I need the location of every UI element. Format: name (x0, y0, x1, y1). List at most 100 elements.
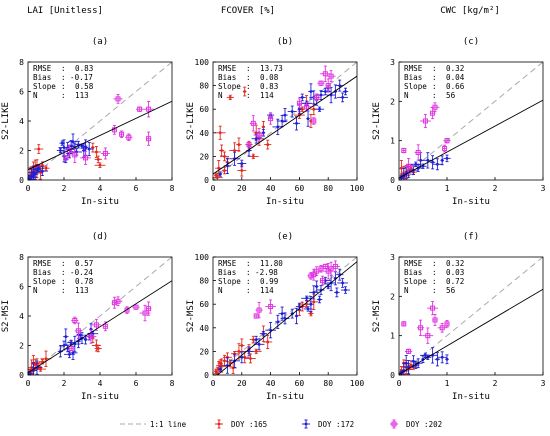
data-point (253, 313, 259, 319)
data-point (119, 130, 125, 139)
data-point (443, 154, 451, 163)
data-point (246, 141, 252, 148)
panel-grid: (a)0 2 4 6 802468In-situS2-LIKERMSE:0.83Bias… (1, 37, 546, 402)
data-point (94, 344, 102, 353)
stat-key: Slope (33, 277, 56, 286)
stat-colon: : (61, 73, 66, 82)
data-point (74, 322, 82, 339)
x-tick-label: 0 (397, 379, 402, 388)
panel-label: (e) (277, 232, 293, 242)
column-title-cwc-text: CWC [kg/m²] (440, 6, 500, 16)
regression-line (28, 280, 172, 374)
stat-colon: : (246, 82, 251, 91)
data-point (307, 272, 315, 280)
y-tick-label: 0 (19, 176, 24, 185)
legend-label: DOY :202 (406, 420, 442, 429)
data-point (221, 166, 228, 175)
data-point (84, 141, 94, 157)
stat-colon: : (246, 277, 251, 286)
y-tick-label: 2 (19, 147, 24, 156)
data-point (414, 144, 422, 161)
stat-value: 0.04 (446, 73, 465, 82)
panel-label: (c) (463, 37, 479, 47)
plot-area (399, 257, 543, 375)
data-point (313, 93, 321, 102)
data-point (337, 92, 348, 103)
stat-value: 0.78 (75, 277, 94, 286)
stat-key: Bias (33, 268, 51, 277)
scatter-panel-b: (b) 0 20 40 60 80 100 0 20 40 60 80 100 In-situ S2-LIK… (186, 37, 364, 207)
data-point (100, 147, 110, 160)
data-point (218, 144, 225, 157)
data-point (432, 158, 442, 171)
data-point (429, 155, 436, 170)
data-point (68, 133, 78, 150)
data-point (125, 133, 133, 141)
plot-area (213, 62, 357, 180)
stat-key: N (218, 286, 223, 295)
data-point (430, 102, 440, 113)
x-axis-label: In-situ (81, 392, 119, 402)
legend-label: 1:1 line (150, 420, 187, 429)
data-point (303, 306, 313, 312)
data-point (292, 116, 301, 131)
stat-value: 56 (446, 91, 456, 100)
data-point (325, 78, 331, 93)
y-tick-label: 3 (390, 253, 395, 262)
legend-entry: DOY :202 (390, 419, 442, 429)
x-tick-label: 6 (134, 379, 139, 388)
stat-key: RMSE (33, 259, 52, 268)
data-point (111, 124, 117, 135)
data-point (427, 301, 438, 316)
scatter-panel-a: (a)0 2 4 6 802468In-situS2-LIKERMSE:0.83Bias… (1, 37, 175, 207)
legend-label: DOY :165 (231, 420, 267, 429)
x-tick-label: 0 (211, 184, 216, 193)
data-point (321, 263, 329, 270)
y-tick-label: 8 (19, 253, 24, 262)
data-point (229, 361, 237, 374)
stat-colon: : (432, 91, 437, 100)
stat-key: Slope (33, 82, 56, 91)
y-tick-label: 6 (19, 283, 24, 292)
series-doy202 (246, 65, 336, 148)
data-point (317, 80, 325, 86)
x-tick-label: 4 (98, 379, 103, 388)
x-tick-label: 0 (397, 184, 402, 193)
data-point (311, 268, 317, 281)
stat-value: 0.72 (446, 277, 464, 286)
scatter-panel-f: (f)0 1 2 30123In-situS2-MSIRMSE:0.32Bias:0.… (372, 232, 546, 402)
stat-value: 0.08 (260, 73, 279, 82)
data-point (29, 171, 37, 180)
column-title-cwc: CWC [kg/m²] (440, 6, 500, 16)
data-point (259, 331, 267, 337)
data-point (240, 351, 250, 364)
x-tick-label: 6 (134, 184, 139, 193)
data-point (218, 366, 222, 372)
plot-area (399, 62, 543, 180)
stat-colon: : (432, 82, 437, 91)
stat-colon: : (61, 286, 66, 295)
data-point (226, 94, 234, 101)
data-point (422, 327, 434, 344)
data-point (442, 144, 448, 153)
stat-key: Bias (404, 73, 422, 82)
x-tick-label: 1 (445, 379, 450, 388)
y-tick-label: 3 (390, 58, 395, 67)
data-point (113, 296, 123, 307)
axes-frame (398, 61, 544, 181)
data-point (143, 101, 154, 118)
data-point (417, 319, 425, 336)
stat-value: 56 (446, 286, 456, 295)
y-tick-label: 0 (204, 371, 209, 380)
x-tick-label: 80 (323, 184, 333, 193)
stat-key: RMSE (404, 259, 423, 268)
stat-value: 0.58 (75, 82, 94, 91)
y-tick-label: 20 (199, 152, 209, 161)
data-point (301, 295, 312, 301)
stat-value: -0.24 (70, 268, 93, 277)
x-tick-label: 2 (493, 379, 498, 388)
stat-value: 114 (260, 286, 274, 295)
data-point (340, 286, 350, 294)
panel-label: (d) (92, 232, 108, 242)
data-point (145, 301, 152, 316)
